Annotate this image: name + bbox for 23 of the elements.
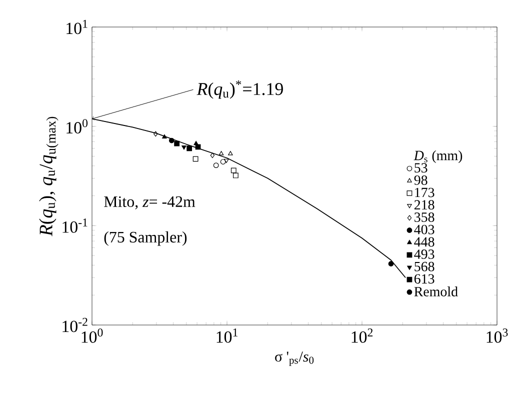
x-axis-title: σ '$_{ps}$/s$_{0}$ bbox=[275, 352, 314, 366]
legend-label: 218 bbox=[414, 200, 434, 210]
y-tick-label: 10$^{1}$ bbox=[66, 20, 88, 34]
legend-label: Remold bbox=[414, 286, 458, 296]
y-tick-label: 10$^{-1}$ bbox=[62, 218, 88, 233]
legend-label: 173 bbox=[415, 188, 434, 198]
x-tick-label: 10$^{1}$ bbox=[216, 328, 238, 343]
legend-label: 98 bbox=[414, 175, 428, 185]
legend-label: 358 bbox=[414, 212, 434, 222]
text: R(q$_{u}$), q$_{u}$/q$_{u(max)}$ bbox=[39, 116, 58, 236]
annotation: Mito, z= -42m bbox=[104, 196, 196, 210]
x-tick-label: 10$^{2}$ bbox=[352, 328, 373, 343]
annotation: (75 Sampler) bbox=[104, 231, 187, 246]
y-tick-label: 10$^{0}$ bbox=[66, 119, 88, 134]
legend-label: 568 bbox=[414, 262, 434, 272]
legend-label: 448 bbox=[414, 237, 434, 247]
x-tick-label: 10$^{3}$ bbox=[486, 328, 508, 343]
legend-label: 53 bbox=[414, 163, 428, 173]
legend-label: 403 bbox=[414, 224, 434, 234]
legend-label: 493 bbox=[414, 250, 434, 259]
annotation: R(q$_{u}$)$^{*}$=1.19 bbox=[196, 80, 283, 99]
legend-label: 613 bbox=[414, 274, 434, 284]
legend-title: D$_{s}$ (mm) bbox=[414, 150, 462, 164]
